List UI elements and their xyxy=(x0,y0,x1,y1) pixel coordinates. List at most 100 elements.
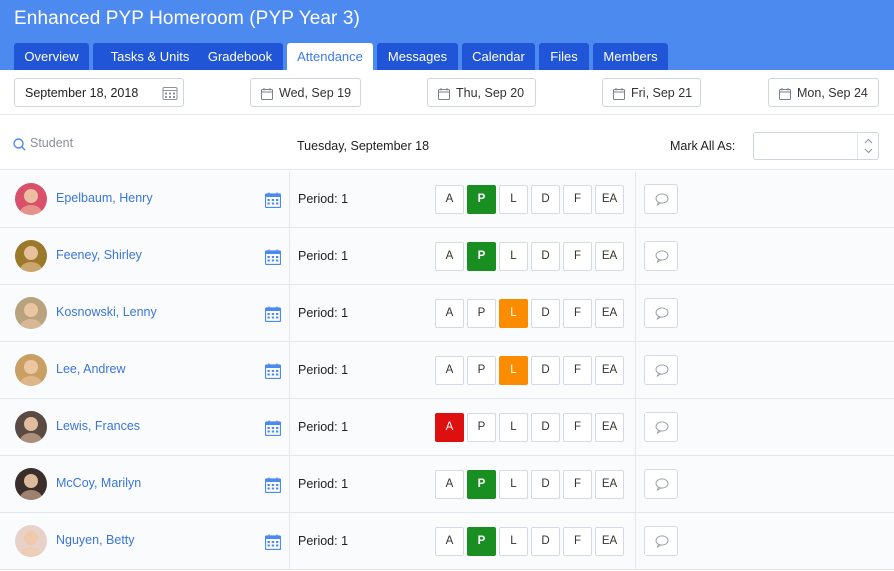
attendance-code-d-button[interactable]: D xyxy=(531,470,560,499)
attendance-code-ea-button[interactable]: EA xyxy=(595,185,624,214)
tab-overview[interactable]: Overview xyxy=(14,43,89,70)
attendance-code-d-button[interactable]: D xyxy=(531,185,560,214)
student-name-link[interactable]: Lee, Andrew xyxy=(56,362,126,376)
attendance-code-a-button[interactable]: A xyxy=(435,242,464,271)
calendar-icon[interactable] xyxy=(264,192,282,213)
attendance-code-p-button[interactable]: P xyxy=(467,356,496,385)
attendance-code-a-button[interactable]: A xyxy=(435,185,464,214)
attendance-code-d-button[interactable]: D xyxy=(531,527,560,556)
tab-tasks-units[interactable]: Tasks & Units xyxy=(93,43,207,70)
attendance-code-l-button[interactable]: L xyxy=(499,356,528,385)
student-row: Lee, Andrew Period: 1 A P L D F EA xyxy=(0,342,894,399)
calendar-icon[interactable] xyxy=(264,534,282,555)
attendance-code-f-button[interactable]: F xyxy=(563,413,592,442)
day-button-fri[interactable]: Fri, Sep 21 xyxy=(602,78,701,107)
attendance-code-l-button[interactable]: L xyxy=(499,242,528,271)
avatar xyxy=(15,240,47,272)
student-name-link[interactable]: Nguyen, Betty xyxy=(56,533,135,547)
student-name-link[interactable]: McCoy, Marilyn xyxy=(56,476,142,490)
attendance-code-l-button[interactable]: L xyxy=(499,527,528,556)
column-divider xyxy=(289,285,290,342)
student-name-link[interactable]: Feeney, Shirley xyxy=(56,248,142,262)
selected-date-label: Tuesday, September 18 xyxy=(297,139,430,153)
attendance-code-a-button[interactable]: A xyxy=(435,299,464,328)
attendance-code-ea-button[interactable]: EA xyxy=(595,470,624,499)
calendar-icon[interactable] xyxy=(264,420,282,441)
avatar xyxy=(15,525,47,557)
student-search-input[interactable] xyxy=(30,131,230,155)
student-row: Lewis, Frances Period: 1 A P L D F EA xyxy=(0,399,894,456)
attendance-code-f-button[interactable]: F xyxy=(563,470,592,499)
attendance-code-p-button[interactable]: P xyxy=(467,413,496,442)
attendance-code-l-button[interactable]: L xyxy=(499,413,528,442)
attendance-code-a-button[interactable]: A xyxy=(435,413,464,442)
calendar-icon[interactable] xyxy=(264,363,282,384)
attendance-code-p-button[interactable]: P xyxy=(467,470,496,499)
tab-calendar[interactable]: Calendar xyxy=(462,43,535,70)
comment-button[interactable] xyxy=(644,241,678,271)
period-label: Period: 1 xyxy=(298,363,349,377)
comment-button[interactable] xyxy=(644,355,678,385)
attendance-code-p-button[interactable]: P xyxy=(467,242,496,271)
comment-button[interactable] xyxy=(644,469,678,499)
attendance-code-a-button[interactable]: A xyxy=(435,356,464,385)
select-stepper[interactable] xyxy=(857,133,878,159)
comment-button[interactable] xyxy=(644,412,678,442)
attendance-code-d-button[interactable]: D xyxy=(531,242,560,271)
calendar-icon[interactable] xyxy=(162,85,178,106)
student-name-link[interactable]: Lewis, Frances xyxy=(56,419,141,433)
day-button-mon[interactable]: Mon, Sep 24 xyxy=(768,78,879,107)
attendance-code-l-button[interactable]: L xyxy=(499,470,528,499)
attendance-code-f-button[interactable]: F xyxy=(563,527,592,556)
attendance-code-p-button[interactable]: P xyxy=(467,527,496,556)
calendar-icon[interactable] xyxy=(264,306,282,327)
attendance-code-ea-button[interactable]: EA xyxy=(595,299,624,328)
attendance-code-f-button[interactable]: F xyxy=(563,185,592,214)
attendance-code-d-button[interactable]: D xyxy=(531,413,560,442)
column-divider xyxy=(635,456,636,513)
date-picker-input[interactable]: September 18, 2018 xyxy=(14,78,184,107)
comment-button[interactable] xyxy=(644,526,678,556)
avatar xyxy=(15,468,47,500)
attendance-code-f-button[interactable]: F xyxy=(563,299,592,328)
attendance-code-ea-button[interactable]: EA xyxy=(595,356,624,385)
attendance-code-a-button[interactable]: A xyxy=(435,527,464,556)
student-row: Epelbaum, Henry Period: 1 A P L D F EA xyxy=(0,171,894,228)
attendance-code-ea-button[interactable]: EA xyxy=(595,413,624,442)
calendar-icon[interactable] xyxy=(264,477,282,498)
attendance-code-d-button[interactable]: D xyxy=(531,299,560,328)
period-label: Period: 1 xyxy=(298,306,349,320)
attendance-code-p-button[interactable]: P xyxy=(467,299,496,328)
attendance-code-p-button[interactable]: P xyxy=(467,185,496,214)
attendance-code-a-button[interactable]: A xyxy=(435,470,464,499)
attendance-code-l-button[interactable]: L xyxy=(499,299,528,328)
tab-messages[interactable]: Messages xyxy=(377,43,458,70)
column-divider xyxy=(635,513,636,570)
tab-files[interactable]: Files xyxy=(539,43,589,70)
column-divider xyxy=(635,399,636,456)
attendance-code-l-button[interactable]: L xyxy=(499,185,528,214)
avatar xyxy=(15,183,47,215)
attendance-code-d-button[interactable]: D xyxy=(531,356,560,385)
avatar xyxy=(15,297,47,329)
tab-members[interactable]: Members xyxy=(593,43,668,70)
calendar-icon[interactable] xyxy=(264,249,282,270)
column-divider xyxy=(635,228,636,285)
attendance-code-f-button[interactable]: F xyxy=(563,356,592,385)
mark-all-select[interactable] xyxy=(753,132,879,160)
comment-button[interactable] xyxy=(644,184,678,214)
tab-gradebook[interactable]: Gradebook xyxy=(197,43,283,70)
column-divider xyxy=(289,228,290,285)
attendance-code-ea-button[interactable]: EA xyxy=(595,242,624,271)
comment-button[interactable] xyxy=(644,298,678,328)
student-name-link[interactable]: Kosnowski, Lenny xyxy=(56,305,157,319)
student-name-link[interactable]: Epelbaum, Henry xyxy=(56,191,153,205)
tab-attendance[interactable]: Attendance xyxy=(287,43,373,70)
attendance-code-f-button[interactable]: F xyxy=(563,242,592,271)
course-header: Enhanced PYP Homeroom (PYP Year 3) Overv… xyxy=(0,0,894,70)
column-divider xyxy=(289,171,290,228)
attendance-code-ea-button[interactable]: EA xyxy=(595,527,624,556)
column-divider xyxy=(635,342,636,399)
day-button-wed[interactable]: Wed, Sep 19 xyxy=(250,78,361,107)
day-button-thu[interactable]: Thu, Sep 20 xyxy=(427,78,536,107)
